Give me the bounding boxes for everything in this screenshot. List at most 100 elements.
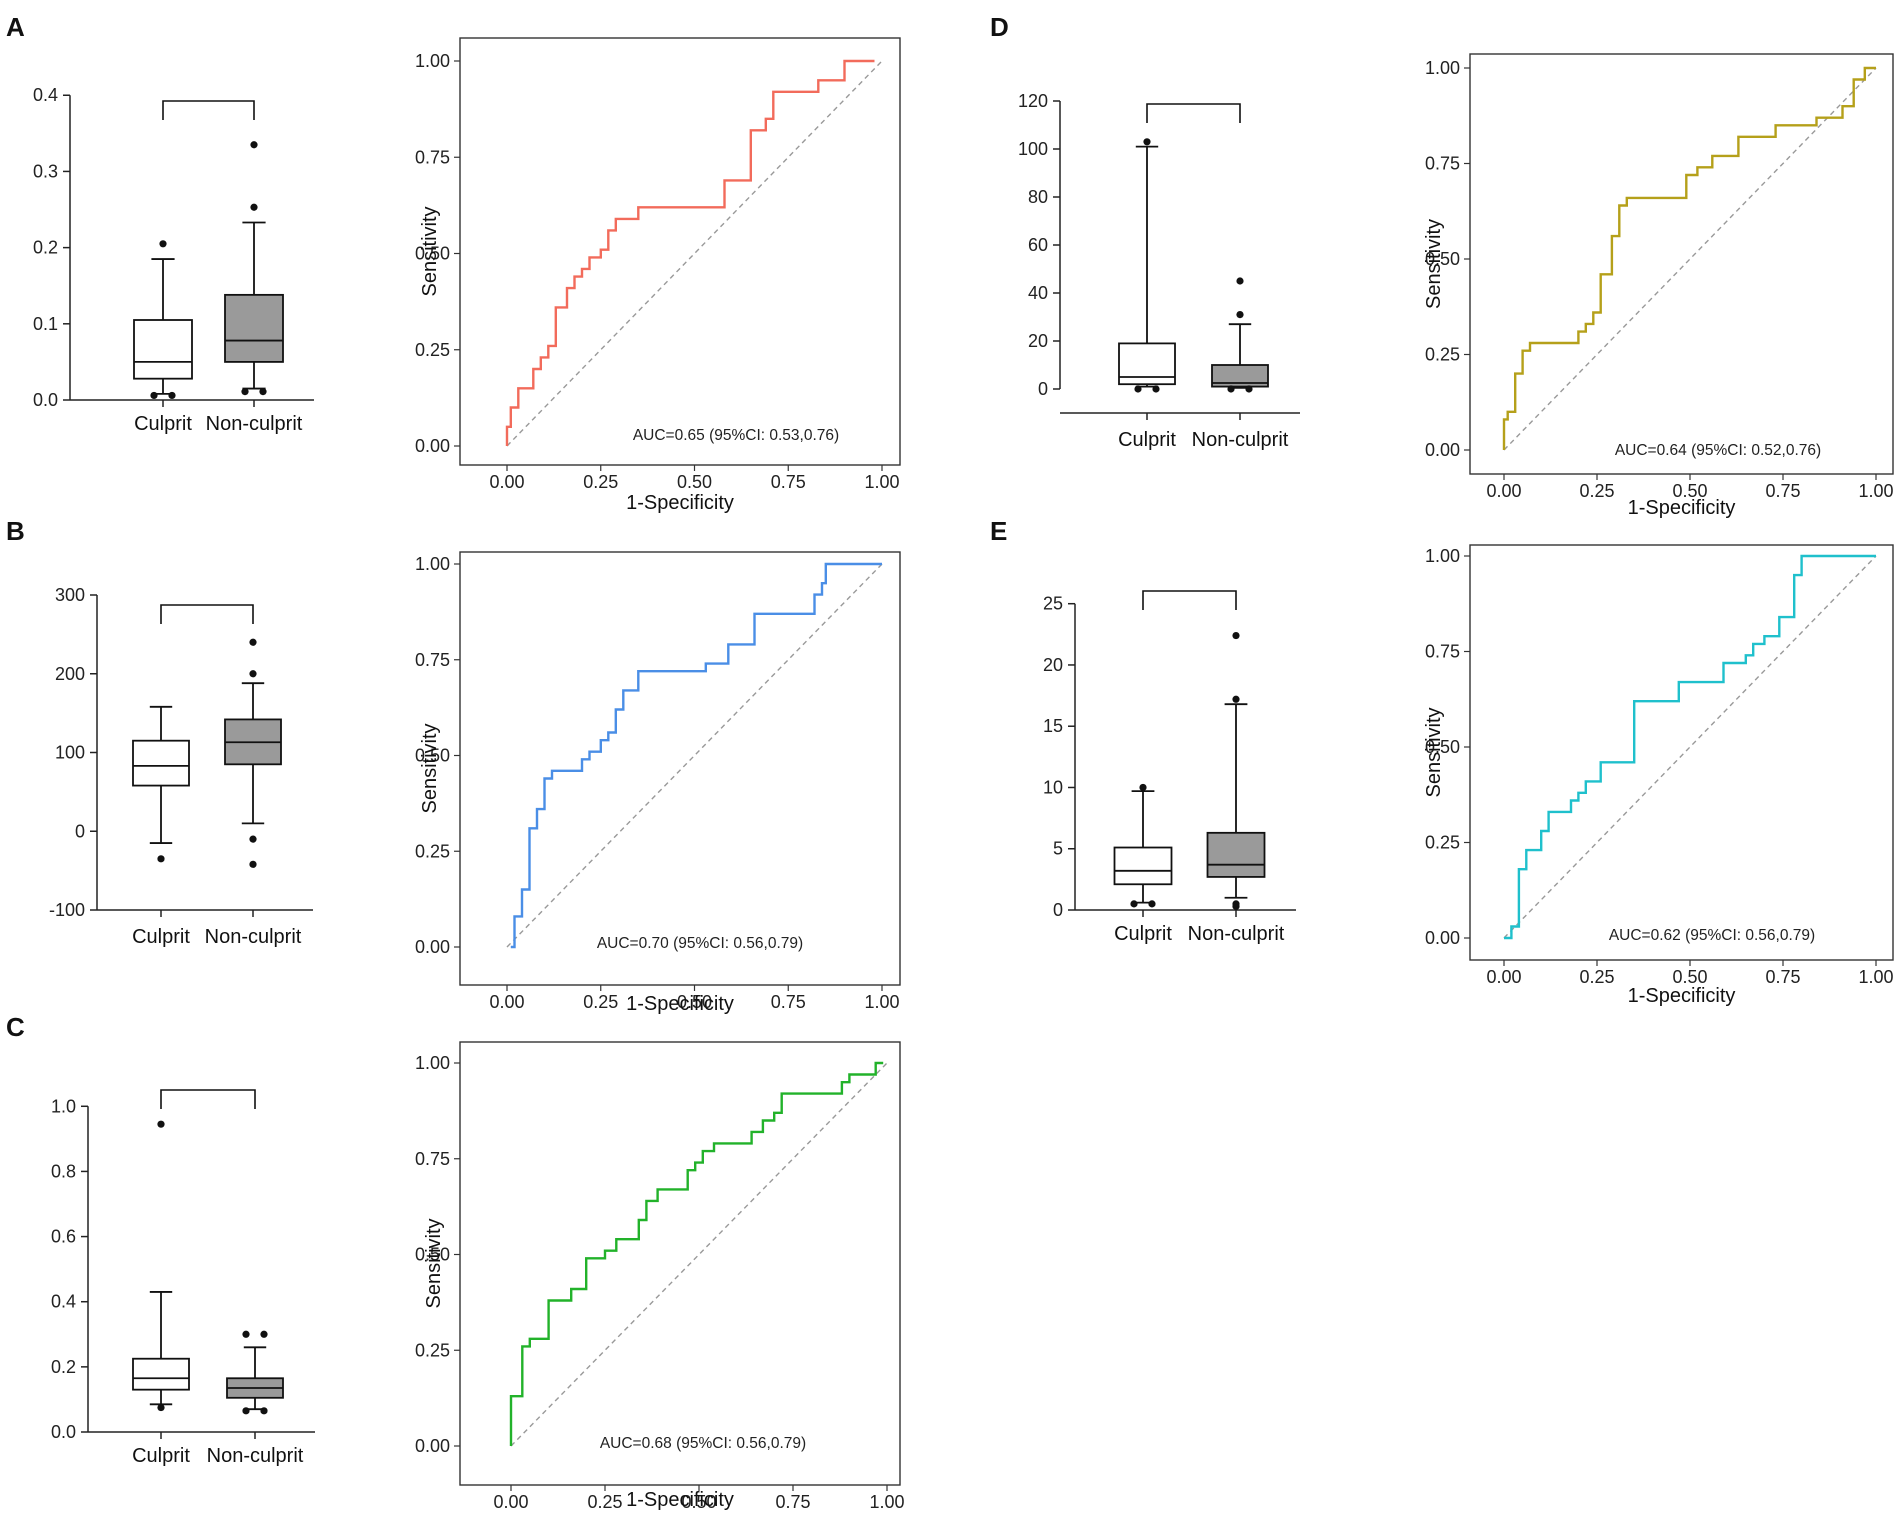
x-tick-label: 0.25 [1579, 967, 1614, 987]
boxplot-panel-a: 0.0 0.1 0.2 0.3 0.4 Culprit Non-culprit [33, 85, 314, 435]
y-tick-label: -100 [49, 900, 85, 920]
outlier-point [1139, 783, 1147, 792]
comparison-bracket [160, 1089, 256, 1109]
y-tick-label: 120 [1018, 91, 1048, 111]
auc-label: AUC=0.68 (95%CI: 0.56,0.79) [600, 1435, 806, 1452]
y-tick-label: 0.2 [33, 238, 58, 258]
outlier-point [242, 1407, 250, 1415]
y-tick-label: 0.4 [33, 85, 58, 105]
x-category-label: Non-culprit [207, 1445, 304, 1467]
y-tick-label: 0.75 [415, 650, 450, 670]
y-tick-label: 5 [1053, 839, 1063, 859]
outlier-point [1134, 385, 1142, 393]
roc-panel-a: 0.00 0.00 0.25 0.25 0.50 0.50 0.75 0.75 1.00 1.00… [415, 37, 901, 514]
x-tick-label: 0.50 [677, 992, 712, 1012]
y-tick-label: 1.0 [51, 1096, 76, 1116]
y-tick-label: 15 [1043, 716, 1063, 736]
box-culprit [133, 240, 193, 400]
panel-letter-c: C [6, 1012, 25, 1042]
y-tick-label: 0.75 [415, 1149, 450, 1169]
x-tick-label: 1.00 [864, 472, 899, 492]
outlier-point [249, 638, 257, 646]
box-iqr [1211, 364, 1269, 388]
roc-curve [1504, 554, 1876, 940]
y-tick-label: 0.00 [415, 937, 450, 957]
y-tick-label: 0.8 [51, 1161, 76, 1181]
outlier-point [242, 1330, 250, 1338]
outlier-point [1232, 631, 1240, 640]
x-category-label: Culprit [1118, 429, 1176, 451]
y-tick-label: 1.00 [415, 51, 450, 71]
y-tick-label: 60 [1028, 235, 1048, 255]
x-tick-label: 0.75 [1765, 967, 1800, 987]
x-tick-label: 0.50 [681, 1492, 716, 1512]
x-category-label: Culprit [1114, 923, 1172, 945]
comparison-bracket [1146, 103, 1241, 123]
y-tick-label: 1.00 [415, 1053, 450, 1073]
y-tick-label: 100 [1018, 139, 1048, 159]
y-tick-label: 300 [55, 585, 85, 605]
outlier-point [157, 855, 165, 863]
reference-diagonal [1503, 67, 1877, 451]
outlier-point [1130, 900, 1138, 908]
x-tick-label: 0.25 [1579, 481, 1614, 501]
y-tick-label: 1.00 [1425, 546, 1460, 566]
y-tick-label: 0.75 [415, 147, 450, 167]
roc-curve [505, 59, 875, 446]
x-axis-title: 1-Specificity [626, 492, 734, 514]
y-tick-label: 0.50 [1425, 737, 1460, 757]
y-tick-label: 0.75 [1425, 154, 1460, 174]
x-category-label: Non-culprit [206, 413, 303, 435]
y-tick-label: 0.50 [415, 1245, 450, 1265]
y-tick-label: 25 [1043, 594, 1063, 614]
x-tick-label: 0.50 [1672, 481, 1707, 501]
outlier-point [1236, 311, 1244, 319]
y-tick-label: 0.0 [51, 1422, 76, 1442]
x-tick-label: 1.00 [869, 1492, 904, 1512]
plot-frame [459, 551, 901, 986]
x-tick-label: 0.50 [1672, 967, 1707, 987]
outlier-point [241, 388, 249, 396]
y-tick-label: 0.00 [415, 436, 450, 456]
y-axis-title: Sensitivity [1423, 707, 1445, 797]
outlier-point [1152, 385, 1160, 393]
outlier-point [250, 141, 258, 149]
box-non-culprit [1211, 277, 1269, 393]
y-tick-label: 40 [1028, 283, 1048, 303]
x-axis-title: 1-Specificity [1628, 497, 1736, 519]
x-tick-label: 0.75 [771, 992, 806, 1012]
auc-label: AUC=0.70 (95%CI: 0.56,0.79) [597, 935, 803, 952]
y-tick-label: 0.1 [33, 314, 58, 334]
y-tick-label: 0.00 [415, 1436, 450, 1456]
y-tick-label: 0.75 [1425, 642, 1460, 662]
x-category-label: Culprit [134, 413, 192, 435]
y-tick-label: 10 [1043, 777, 1063, 797]
boxplot-panel-d: 0 20 40 60 80 100 120 Culprit Non-culprit [1018, 91, 1300, 451]
y-tick-label: 0.25 [415, 841, 450, 861]
y-tick-label: 0 [1053, 900, 1063, 920]
panel-letter-e: E [990, 516, 1007, 546]
outlier-point [1143, 138, 1151, 146]
outlier-point [1245, 385, 1253, 393]
box-iqr [1206, 831, 1266, 878]
outlier-point [249, 835, 257, 843]
y-tick-label: 0.50 [415, 244, 450, 264]
y-tick-label: 0.0 [33, 390, 58, 410]
outlier-point [1236, 277, 1244, 285]
reference-diagonal [506, 563, 883, 948]
y-tick-label: 0.50 [1425, 249, 1460, 269]
x-tick-label: 0.00 [1486, 481, 1521, 501]
roc-curve [510, 562, 882, 949]
x-tick-label: 0.50 [677, 472, 712, 492]
boxplot-panel-c: 0.0 0.2 0.4 0.6 0.8 1.0 Culprit Non-culprit [51, 1089, 315, 1467]
roc-panel-e: 0.00 0.00 0.25 0.25 0.50 0.50 0.75 0.75 1.00 1.00… [1423, 544, 1894, 1007]
panel-letter-d: D [990, 12, 1009, 42]
roc-curve [1502, 66, 1876, 450]
box-iqr [1118, 342, 1176, 386]
y-tick-label: 100 [55, 743, 85, 763]
x-tick-label: 1.00 [1858, 481, 1893, 501]
plot-frame [1469, 53, 1894, 475]
y-tick-label: 0 [1038, 379, 1048, 399]
outlier-point [159, 240, 167, 248]
